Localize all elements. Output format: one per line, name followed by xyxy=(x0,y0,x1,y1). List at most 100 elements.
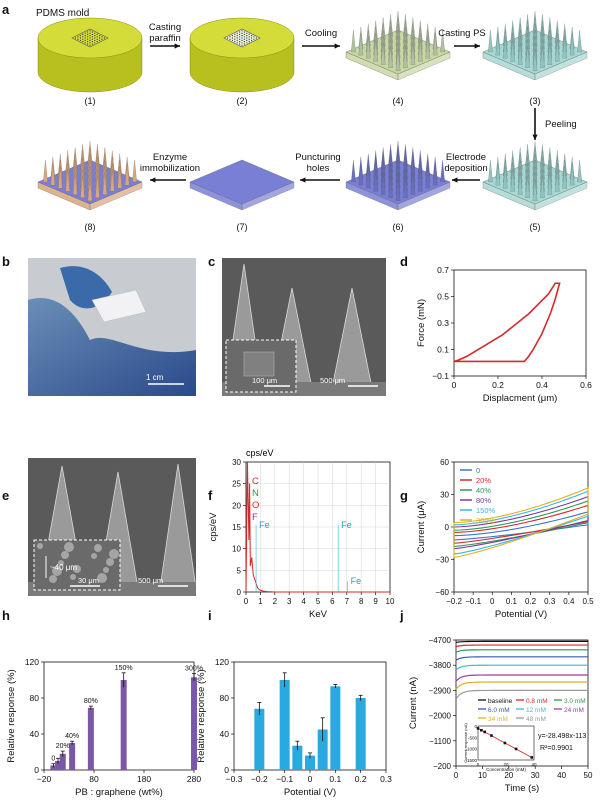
arrow-label-electrode: Electrode xyxy=(446,152,486,163)
y-tick-label: 80 xyxy=(30,693,40,703)
plot-frame xyxy=(453,269,587,377)
y-tick-label: −2000 xyxy=(429,712,452,721)
scale-label-e-inset: 30 μm xyxy=(78,576,99,585)
microneedle xyxy=(425,166,431,189)
step-label-8: (8) xyxy=(85,222,96,232)
element-label-C: C xyxy=(252,476,259,487)
bar xyxy=(55,761,62,770)
x-tick-label: 0.2 xyxy=(525,597,537,606)
arrow-label-paraffin: paraffin xyxy=(149,33,181,44)
y-axis-label: Relative response (%) xyxy=(6,669,17,762)
cavity-hole xyxy=(87,41,89,43)
x-tick-label: 50 xyxy=(584,771,593,780)
step-label-4: (4) xyxy=(393,96,404,106)
y-tick-label: 20 xyxy=(232,501,241,510)
x-axis-label: PB : graphene (wt%) xyxy=(75,787,163,798)
panel-letter-h: h xyxy=(2,608,10,623)
microneedle xyxy=(577,159,582,183)
panel-letter-a: a xyxy=(2,2,10,17)
cavity-hole xyxy=(251,35,253,37)
y-axis-label: Force (mN) xyxy=(416,299,427,347)
cavity-hole xyxy=(91,33,93,36)
arrow-label-deposition: deposition xyxy=(444,163,487,174)
element-label-F: F xyxy=(252,512,258,523)
arrow-label-peeling: Peeling xyxy=(545,119,577,130)
cavity-hole xyxy=(239,36,241,38)
x-axis-label: KeV xyxy=(309,609,328,620)
microneedle xyxy=(432,33,438,56)
step-label-6: (6) xyxy=(393,222,404,232)
cv-curve-40% xyxy=(453,500,589,548)
microneedle xyxy=(102,172,108,195)
cavity-hole xyxy=(94,39,96,42)
y-tick-label: 30 xyxy=(440,491,449,500)
element-label-O: O xyxy=(252,500,259,511)
inset-c xyxy=(225,339,297,393)
bar xyxy=(355,698,366,770)
legend-label-24 mM: 24 mM xyxy=(564,707,584,714)
microneedle xyxy=(410,172,416,195)
x-tick-label: 0 xyxy=(308,774,313,784)
y-tick-label: −2900 xyxy=(429,686,452,695)
inset-x-tick: 20 xyxy=(503,762,509,767)
cavity-hole xyxy=(239,33,241,36)
cavity-hole xyxy=(82,38,84,40)
arrow-casting-paraffin-head xyxy=(174,43,180,49)
inset-e-texture xyxy=(106,558,114,566)
microneedle xyxy=(365,36,371,59)
y-axis-label: Relative response (%) xyxy=(196,669,207,762)
microneedle xyxy=(547,42,553,65)
x-tick-label: −0.3 xyxy=(226,774,243,784)
microneedle xyxy=(417,169,423,192)
microneedle xyxy=(50,163,56,186)
inset-point xyxy=(490,734,493,737)
cavity-hole xyxy=(246,35,248,37)
cavity-hole xyxy=(87,33,89,36)
panel-letter-j: j xyxy=(399,608,404,623)
y-tick-label: 80 xyxy=(220,693,230,703)
x-tick-label: 280 xyxy=(187,774,201,784)
cavity-hole xyxy=(248,38,250,40)
legend-label-0.8 mM: 0.8 mM xyxy=(526,698,548,705)
arrow-label-holes: holes xyxy=(307,163,330,174)
microneedle-patch xyxy=(91,289,147,323)
cavity-hole xyxy=(89,44,91,46)
inset-y-tick: -1500 xyxy=(465,758,477,763)
y-axis-label: cps/eV xyxy=(208,512,219,542)
microneedle xyxy=(65,169,71,192)
amperometric-curve-48 mM xyxy=(455,689,588,700)
x-tick-label: 10 xyxy=(386,597,395,606)
cavity-hole xyxy=(241,37,243,39)
inset-e-texture xyxy=(49,575,57,583)
inset-point xyxy=(503,741,507,745)
cavity-hole xyxy=(89,37,91,39)
arrow-electrode-deposition-head xyxy=(452,177,458,183)
photo-device-on-glove: 1 cm xyxy=(28,258,196,396)
inset-e-label-1: ~40 μm xyxy=(50,563,77,572)
cavity-hole xyxy=(87,36,89,38)
y-tick-label: 0.7 xyxy=(437,265,449,275)
step-4-paraffin-array xyxy=(345,11,451,81)
inset-x-tick: 0 xyxy=(477,762,480,767)
x-tick-label: 0.2 xyxy=(492,380,504,390)
y-tick-label: 30 xyxy=(232,458,241,467)
y-tick-label: 60 xyxy=(440,458,449,467)
microneedle xyxy=(358,33,364,56)
arrow-peeling-head xyxy=(532,134,538,140)
y-tick-label: −200 xyxy=(433,762,452,771)
y-tick-label: 10 xyxy=(232,545,241,554)
fe-peak-label: Fe xyxy=(259,520,270,530)
cavity-hole xyxy=(75,37,77,39)
step-1-mold xyxy=(37,17,143,93)
cv-curve-80% xyxy=(453,495,589,550)
inset-point xyxy=(480,728,483,732)
microneedle xyxy=(440,159,445,183)
x-tick-label: 1 xyxy=(258,597,263,606)
step-8-enzyme-array xyxy=(37,141,143,211)
step-label-3: (3) xyxy=(530,96,541,106)
chart-d: 0 0.2 0.4 0.6 −0.1 0.1 0.3 0.5 0.7 Displacment (μ… xyxy=(416,265,592,404)
cavity-hole xyxy=(84,42,86,44)
microneedle xyxy=(562,36,568,59)
microneedle xyxy=(373,39,379,62)
bar-label-20%: 20% xyxy=(56,743,70,750)
